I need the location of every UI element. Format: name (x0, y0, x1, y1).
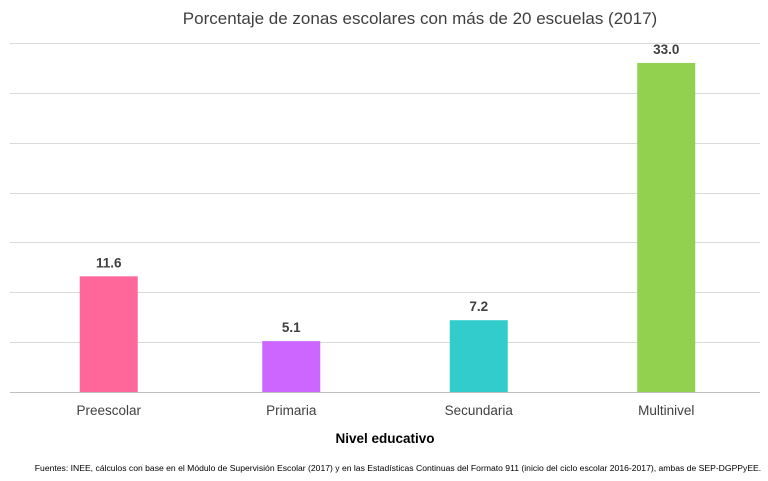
bar-primaria (262, 341, 321, 392)
category-label-secundaria: Secundaria (445, 403, 514, 418)
data-label-primaria: 5.1 (282, 320, 301, 335)
bar-preescolar (79, 276, 138, 392)
bar-secundaria (449, 320, 508, 392)
data-label-preescolar: 11.6 (96, 255, 122, 270)
bar-multinivel (637, 62, 696, 392)
chart-title: Porcentaje de zonas escolares con más de… (183, 9, 657, 28)
category-label-multinivel: Multinivel (638, 403, 694, 418)
x-axis-title: Nivel educativo (335, 431, 434, 446)
data-label-multinivel: 33.0 (653, 42, 679, 57)
data-labels: 11.6 5.1 7.2 33.0 (96, 42, 679, 335)
bars (79, 62, 696, 392)
category-label-preescolar: Preescolar (76, 403, 141, 418)
category-labels: Preescolar Primaria Secundaria Multinivel (76, 403, 694, 418)
category-label-primaria: Primaria (266, 403, 317, 418)
source-note: Fuentes: INEE, cálculos con base en el M… (35, 463, 761, 473)
data-label-secundaria: 7.2 (469, 299, 488, 314)
